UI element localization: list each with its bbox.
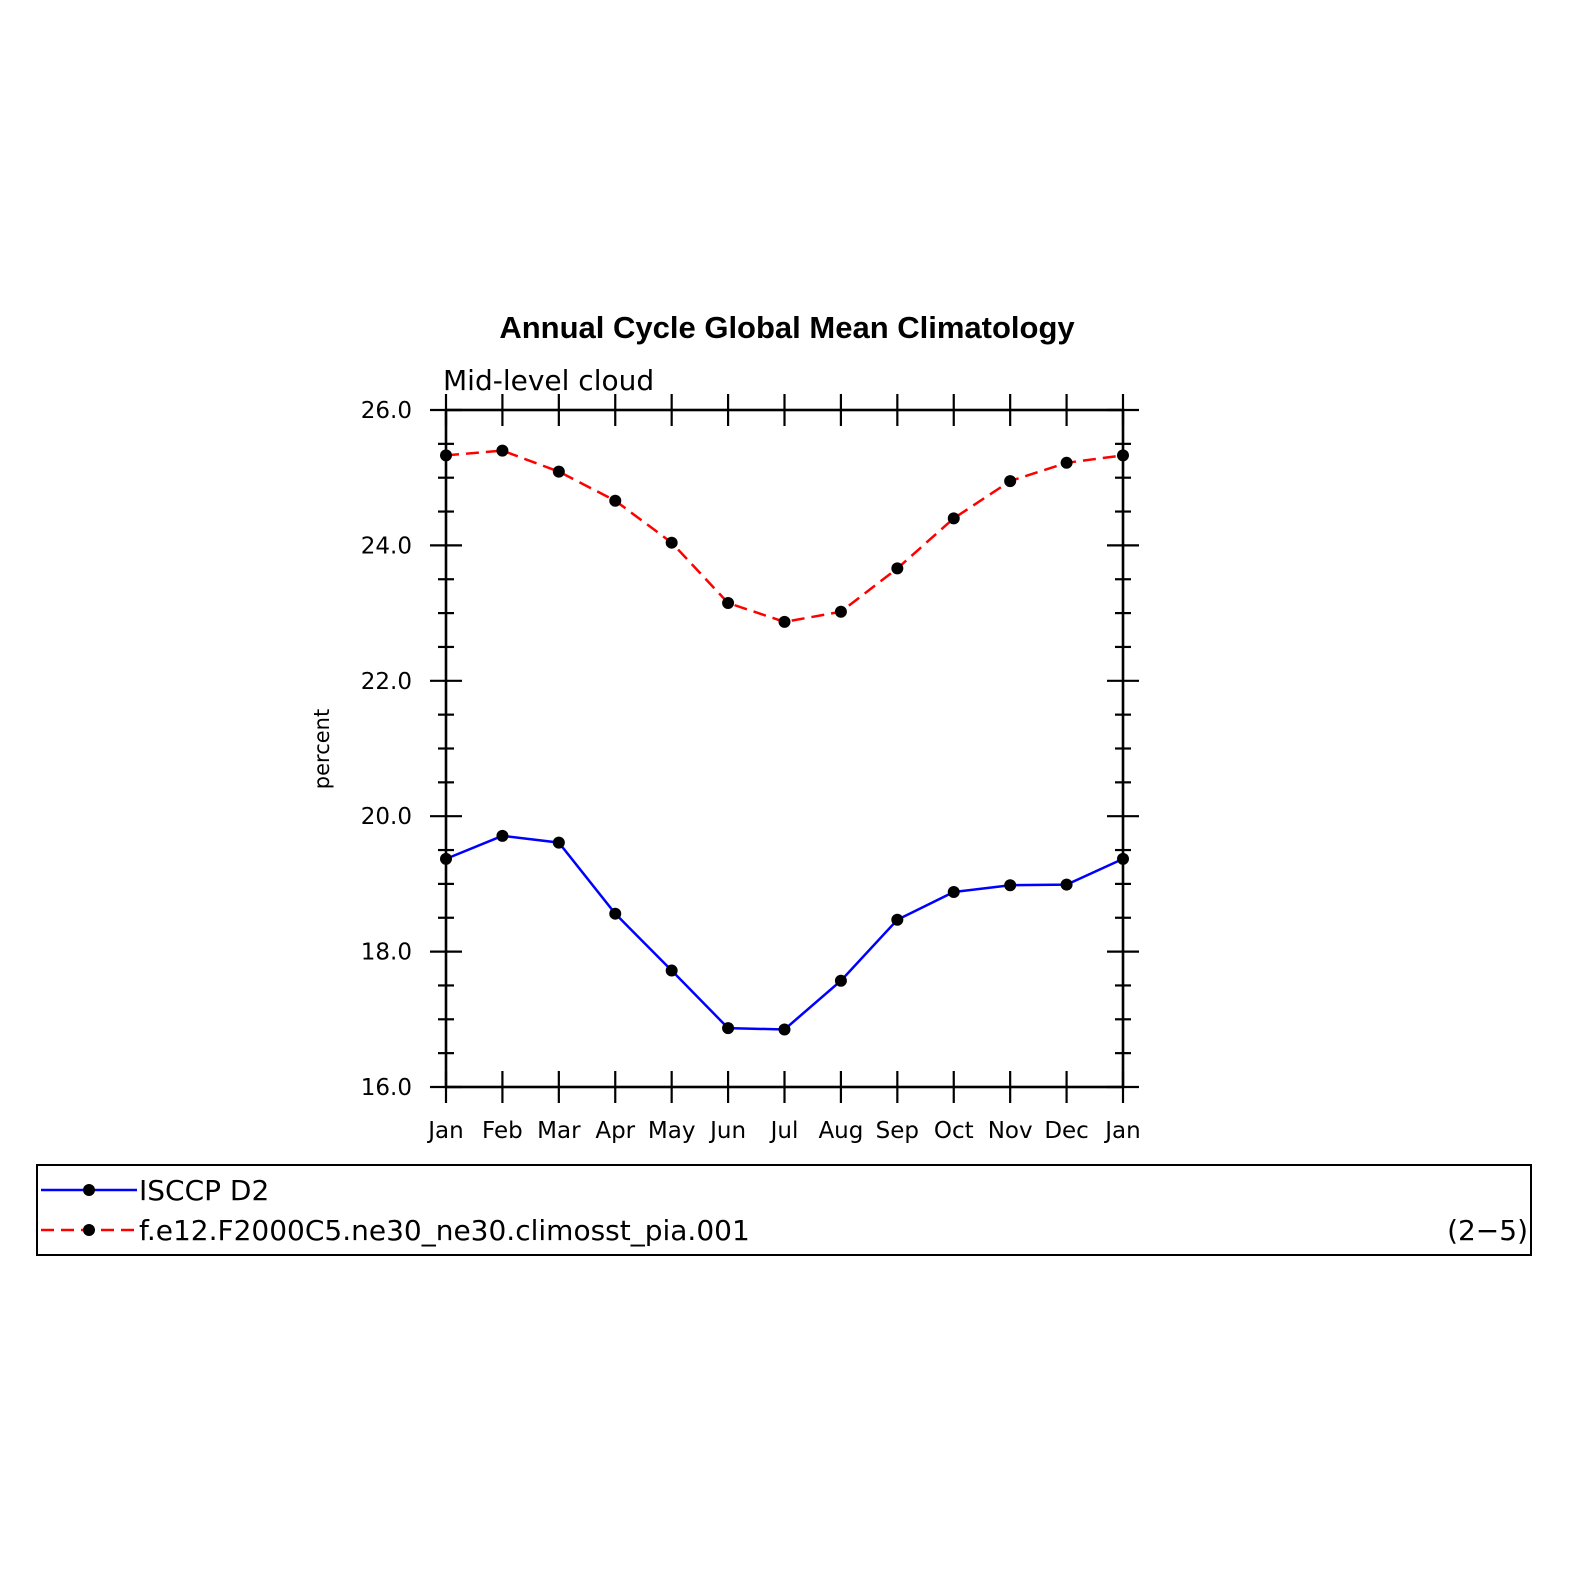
data-point [665, 536, 678, 549]
data-point [665, 964, 678, 977]
data-point [496, 444, 509, 457]
x-tick-label: Sep [876, 1118, 919, 1144]
x-tick-label: Oct [934, 1118, 974, 1144]
data-point [778, 1023, 791, 1036]
legend-label: f.e12.F2000C5.ne30_ne30.climosst_pia.001 [139, 1214, 750, 1247]
series-line [445, 834, 1124, 1031]
chart-title: Annual Cycle Global Mean Climatology [499, 310, 1075, 345]
y-tick-label: 24.0 [361, 533, 412, 559]
data-point [834, 974, 847, 987]
x-tick-label: Apr [595, 1118, 635, 1144]
data-point [947, 886, 960, 899]
y-tick-label: 20.0 [361, 804, 412, 830]
x-tick-label: Jun [708, 1118, 746, 1144]
data-point [552, 465, 565, 478]
x-tick-label: Dec [1044, 1118, 1089, 1144]
x-tick-label: Jan [1103, 1118, 1140, 1144]
series-2 [440, 444, 1129, 628]
data-point [1004, 879, 1017, 892]
data-point [496, 829, 509, 842]
plot-border [444, 408, 1125, 1089]
data-point [552, 836, 565, 849]
y-axis: 16.0 18.0 20.0 22.0 24.0 26.0 [361, 398, 1139, 1101]
series-line [445, 449, 1124, 624]
data-point [891, 913, 904, 926]
data-point [440, 449, 452, 462]
x-tick-label: Jan [426, 1118, 463, 1144]
y-tick-label: 16.0 [361, 1075, 412, 1101]
data-point [609, 907, 622, 920]
x-tick-label: Jul [769, 1118, 799, 1144]
data-point [722, 1022, 735, 1035]
legend-marker [83, 1224, 95, 1236]
legend-label: ISCCP D2 [139, 1174, 269, 1207]
legend-marker [83, 1184, 95, 1196]
x-tick-label: Nov [988, 1118, 1033, 1144]
data-point [1117, 449, 1129, 462]
x-tick-label: May [648, 1118, 696, 1144]
data-point [947, 512, 960, 525]
x-axis: Jan Feb Mar Apr May Jun Jul Aug Sep Oct Nov Dec Jan [426, 394, 1141, 1144]
data-point [722, 596, 735, 609]
series-1 [440, 829, 1129, 1036]
legend-note: (2−5) [1447, 1214, 1528, 1247]
data-point [1060, 456, 1073, 469]
x-tick-label: Feb [482, 1118, 523, 1144]
data-point [440, 852, 452, 865]
y-tick-label: 22.0 [361, 669, 412, 695]
data-point [609, 494, 622, 507]
data-point [1004, 475, 1017, 488]
x-tick-label: Mar [537, 1118, 581, 1144]
plot-frame [444, 408, 1125, 1089]
data-point [1060, 878, 1073, 891]
y-tick-label: 26.0 [361, 398, 412, 424]
legend-box [36, 1164, 1532, 1256]
y-axis-label: percent [310, 709, 334, 789]
series-layer [440, 444, 1129, 1036]
data-point [778, 615, 791, 628]
data-point [1117, 852, 1129, 865]
data-point [891, 562, 904, 575]
y-tick-label: 18.0 [361, 940, 412, 966]
legend: ISCCP D2 f.e12.F2000C5.ne30_ne30.climosst… [36, 1164, 1532, 1256]
data-point [834, 605, 847, 618]
x-tick-label: Aug [818, 1118, 863, 1144]
chart-subtitle: Mid-level cloud [443, 364, 654, 397]
